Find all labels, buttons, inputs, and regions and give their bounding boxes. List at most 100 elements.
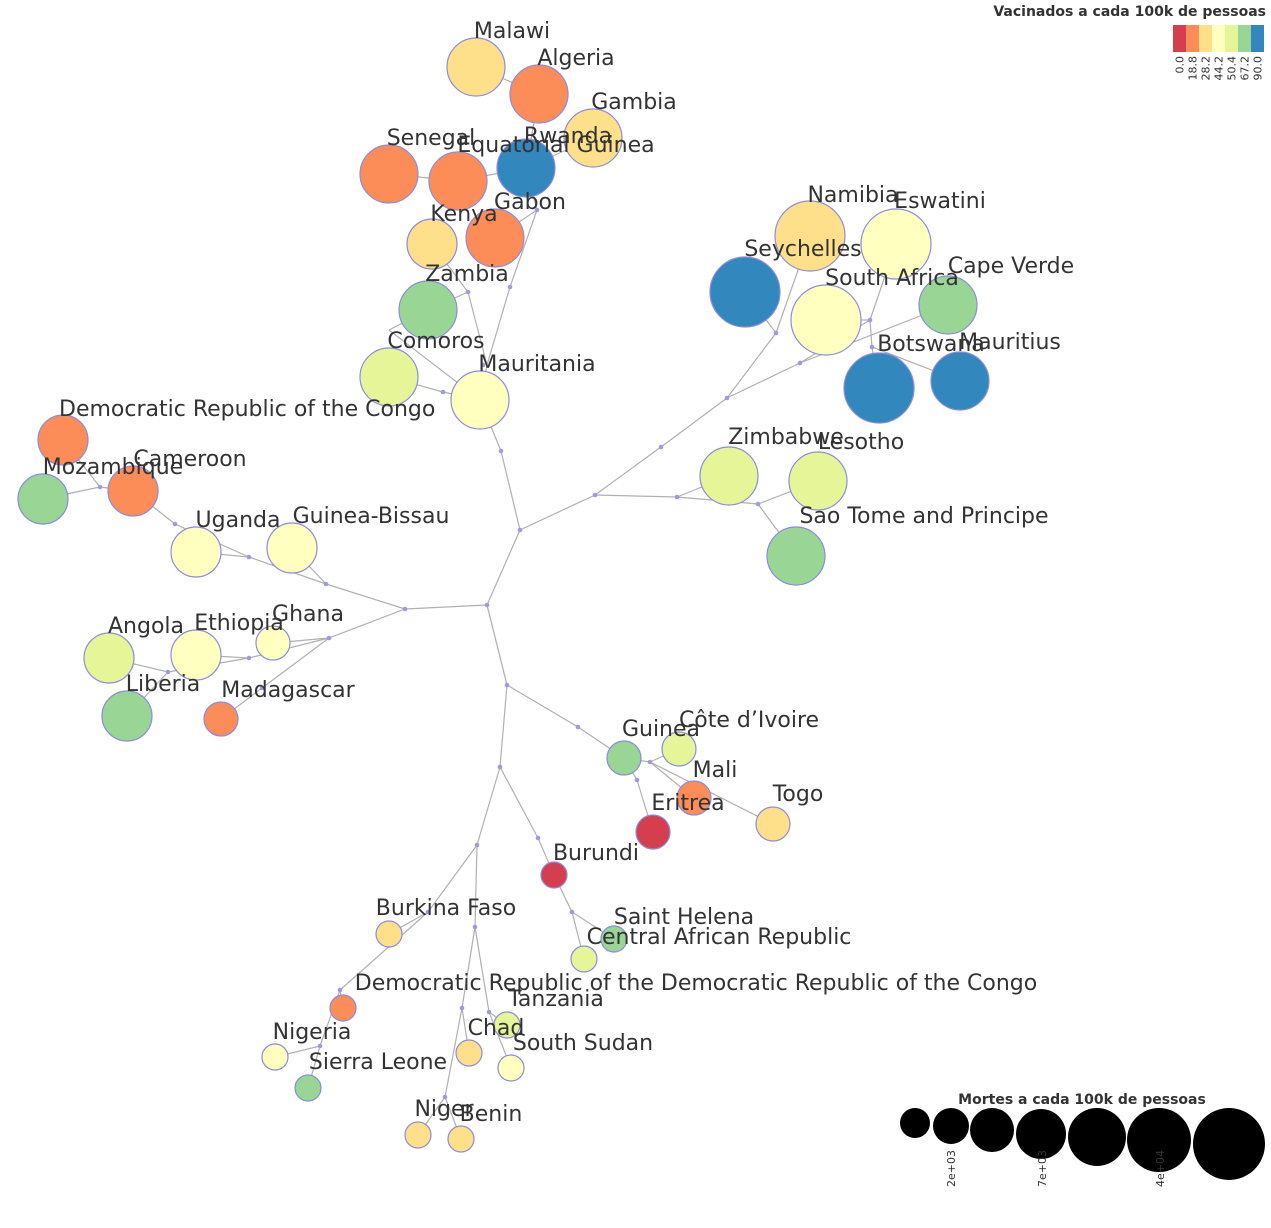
node-eswatini[interactable] bbox=[860, 208, 932, 280]
branch-point bbox=[337, 987, 343, 993]
node-algeria[interactable] bbox=[509, 64, 569, 124]
node-ghana[interactable] bbox=[255, 625, 291, 661]
branch-point bbox=[425, 909, 431, 915]
node-nigeria[interactable] bbox=[261, 1043, 289, 1071]
node-label-liberia: Liberia bbox=[126, 672, 201, 697]
node-guinea-bissau[interactable] bbox=[266, 522, 318, 574]
node-namibia[interactable] bbox=[774, 200, 846, 272]
node-zambia[interactable] bbox=[398, 280, 458, 340]
node-chad[interactable] bbox=[455, 1039, 483, 1067]
node-guinea[interactable] bbox=[606, 740, 642, 776]
color-legend: Vacinados a cada 100k de pessoas 0.0 18.8… bbox=[993, 4, 1266, 81]
edge bbox=[486, 286, 511, 366]
branch-point bbox=[326, 635, 332, 641]
node-mali[interactable] bbox=[676, 780, 712, 816]
node-senegal[interactable] bbox=[359, 144, 419, 204]
size-legend-dot bbox=[1127, 1108, 1191, 1172]
node-label-mali: Mali bbox=[693, 758, 738, 783]
node-mauritania[interactable] bbox=[450, 370, 510, 430]
node-niger[interactable] bbox=[404, 1121, 432, 1149]
edge bbox=[486, 529, 521, 606]
node-madagascar[interactable] bbox=[203, 701, 239, 737]
node-ethiopia[interactable] bbox=[170, 629, 222, 681]
edge bbox=[594, 494, 678, 498]
branch-point bbox=[97, 484, 103, 490]
node-eritrea[interactable] bbox=[635, 814, 671, 850]
node-burundi[interactable] bbox=[540, 861, 568, 889]
node-tanzania[interactable] bbox=[493, 1011, 521, 1039]
node-label-south-africa: South Africa bbox=[825, 266, 959, 291]
edge bbox=[427, 844, 478, 913]
size-legend-dot bbox=[970, 1108, 1014, 1152]
node-south-africa[interactable] bbox=[790, 284, 862, 356]
size-legend-dot bbox=[900, 1108, 930, 1138]
size-legend-title: Mortes a cada 100k de pessoas bbox=[958, 1092, 1206, 1108]
color-swatch bbox=[1225, 25, 1238, 52]
node-label-democratic-republic-of-the-congo: Democratic Republic of the Congo bbox=[59, 397, 435, 422]
color-swatch bbox=[1186, 25, 1199, 52]
node-label-lesotho: Lesotho bbox=[818, 430, 904, 455]
node-seychelles[interactable] bbox=[709, 256, 781, 328]
node-angola[interactable] bbox=[83, 632, 135, 684]
node-central-african-republic[interactable] bbox=[570, 945, 598, 973]
node-mauritius[interactable] bbox=[930, 351, 990, 411]
node-sao-tome-and-principe[interactable] bbox=[766, 526, 826, 586]
edge bbox=[328, 608, 406, 639]
node-benin[interactable] bbox=[447, 1125, 475, 1153]
branch-point bbox=[440, 389, 446, 395]
node-democratic-republic-of-the-democratic-republic-of-the-congo[interactable] bbox=[329, 994, 357, 1022]
branch-point bbox=[647, 759, 653, 765]
branch-point bbox=[869, 344, 875, 350]
node-label-nigeria: Nigeria bbox=[273, 1020, 352, 1045]
branch-point bbox=[402, 606, 408, 612]
node-comoros[interactable] bbox=[359, 347, 419, 407]
node-gabon[interactable] bbox=[465, 208, 525, 268]
node-south-sudan[interactable] bbox=[497, 1054, 525, 1082]
color-tick-label: 90.0 bbox=[1252, 56, 1265, 81]
color-tick-label: 28.2 bbox=[1200, 56, 1213, 81]
node-label-kenya: Kenya bbox=[430, 202, 497, 227]
size-legend-dot bbox=[1068, 1108, 1126, 1166]
node-malawi[interactable] bbox=[446, 37, 506, 97]
node-label-ghana: Ghana bbox=[272, 602, 344, 627]
node-label-botswana: Botswana bbox=[877, 332, 985, 357]
node-equatorial-guinea[interactable] bbox=[428, 151, 488, 211]
node-uganda[interactable] bbox=[170, 526, 222, 578]
node-kenya[interactable] bbox=[406, 218, 458, 270]
node-gambia[interactable] bbox=[563, 108, 623, 168]
edge bbox=[726, 362, 801, 399]
branch-point bbox=[259, 685, 265, 691]
edge bbox=[339, 911, 429, 991]
node-mozambique[interactable] bbox=[17, 473, 69, 525]
color-tick-label: 50.4 bbox=[1226, 56, 1239, 81]
node-liberia[interactable] bbox=[101, 690, 153, 742]
node-label-malawi: Malawi bbox=[474, 19, 550, 44]
node-togo[interactable] bbox=[755, 806, 791, 842]
node-burkina-faso[interactable] bbox=[375, 920, 403, 948]
color-swatch bbox=[1251, 25, 1264, 52]
branch-point bbox=[472, 924, 478, 930]
node-lesotho[interactable] bbox=[788, 451, 848, 511]
size-tick-label: 4e+04 bbox=[1154, 1150, 1167, 1187]
edge bbox=[869, 319, 873, 348]
node-cameroon[interactable] bbox=[107, 465, 159, 517]
node-label-mauritania: Mauritania bbox=[478, 352, 595, 377]
branch-point bbox=[535, 835, 541, 841]
node-cote-d-ivoire[interactable] bbox=[661, 731, 697, 767]
node-cape-verde[interactable] bbox=[918, 275, 978, 335]
branch-point bbox=[634, 777, 640, 783]
size-legend: Mortes a cada 100k de pessoas 2e+03 7e+03… bbox=[900, 1092, 1265, 1187]
node-rwanda[interactable] bbox=[496, 138, 556, 198]
node-label-angola: Angola bbox=[108, 614, 184, 639]
node-saint-helena[interactable] bbox=[600, 925, 628, 953]
color-tick-label: 44.2 bbox=[1213, 56, 1226, 81]
node-zimbabwe[interactable] bbox=[699, 446, 759, 506]
node-label-cameroon: Cameroon bbox=[133, 447, 246, 472]
node-label-guinea: Guinea bbox=[622, 717, 700, 742]
node-label-seychelles: Seychelles bbox=[744, 237, 861, 262]
size-tick-label: 2e+03 bbox=[945, 1150, 958, 1187]
node-sierra-leone[interactable] bbox=[294, 1074, 322, 1102]
node-democratic-republic-of-the-congo[interactable] bbox=[37, 414, 89, 466]
node-botswana[interactable] bbox=[843, 352, 915, 424]
